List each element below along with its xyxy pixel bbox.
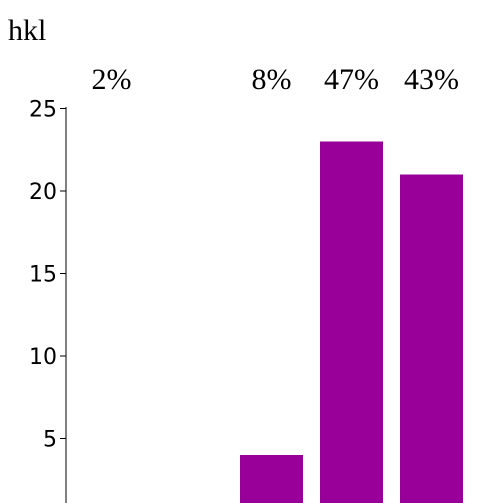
data-label-1: 8% <box>252 63 292 96</box>
y-tick-label-10: 10 <box>29 345 57 370</box>
y-tick-label-20: 20 <box>29 180 57 205</box>
y-tick-label-15: 15 <box>29 263 57 288</box>
data-labels: 2% 8% 47% 43% <box>92 63 460 96</box>
bars <box>240 141 463 503</box>
y-tick-label-5: 5 <box>43 428 57 453</box>
data-label-0: 2% <box>92 63 132 96</box>
data-label-3: 43% <box>404 63 459 96</box>
bar-1 <box>240 455 303 503</box>
bar-3 <box>400 174 463 503</box>
bar-2 <box>320 141 383 503</box>
y-tick-label-25: 25 <box>29 98 57 123</box>
y-axis-ticks: 5 10 15 20 25 <box>29 98 66 453</box>
chart-title: hkl <box>8 14 46 47</box>
data-label-2: 47% <box>324 63 379 96</box>
